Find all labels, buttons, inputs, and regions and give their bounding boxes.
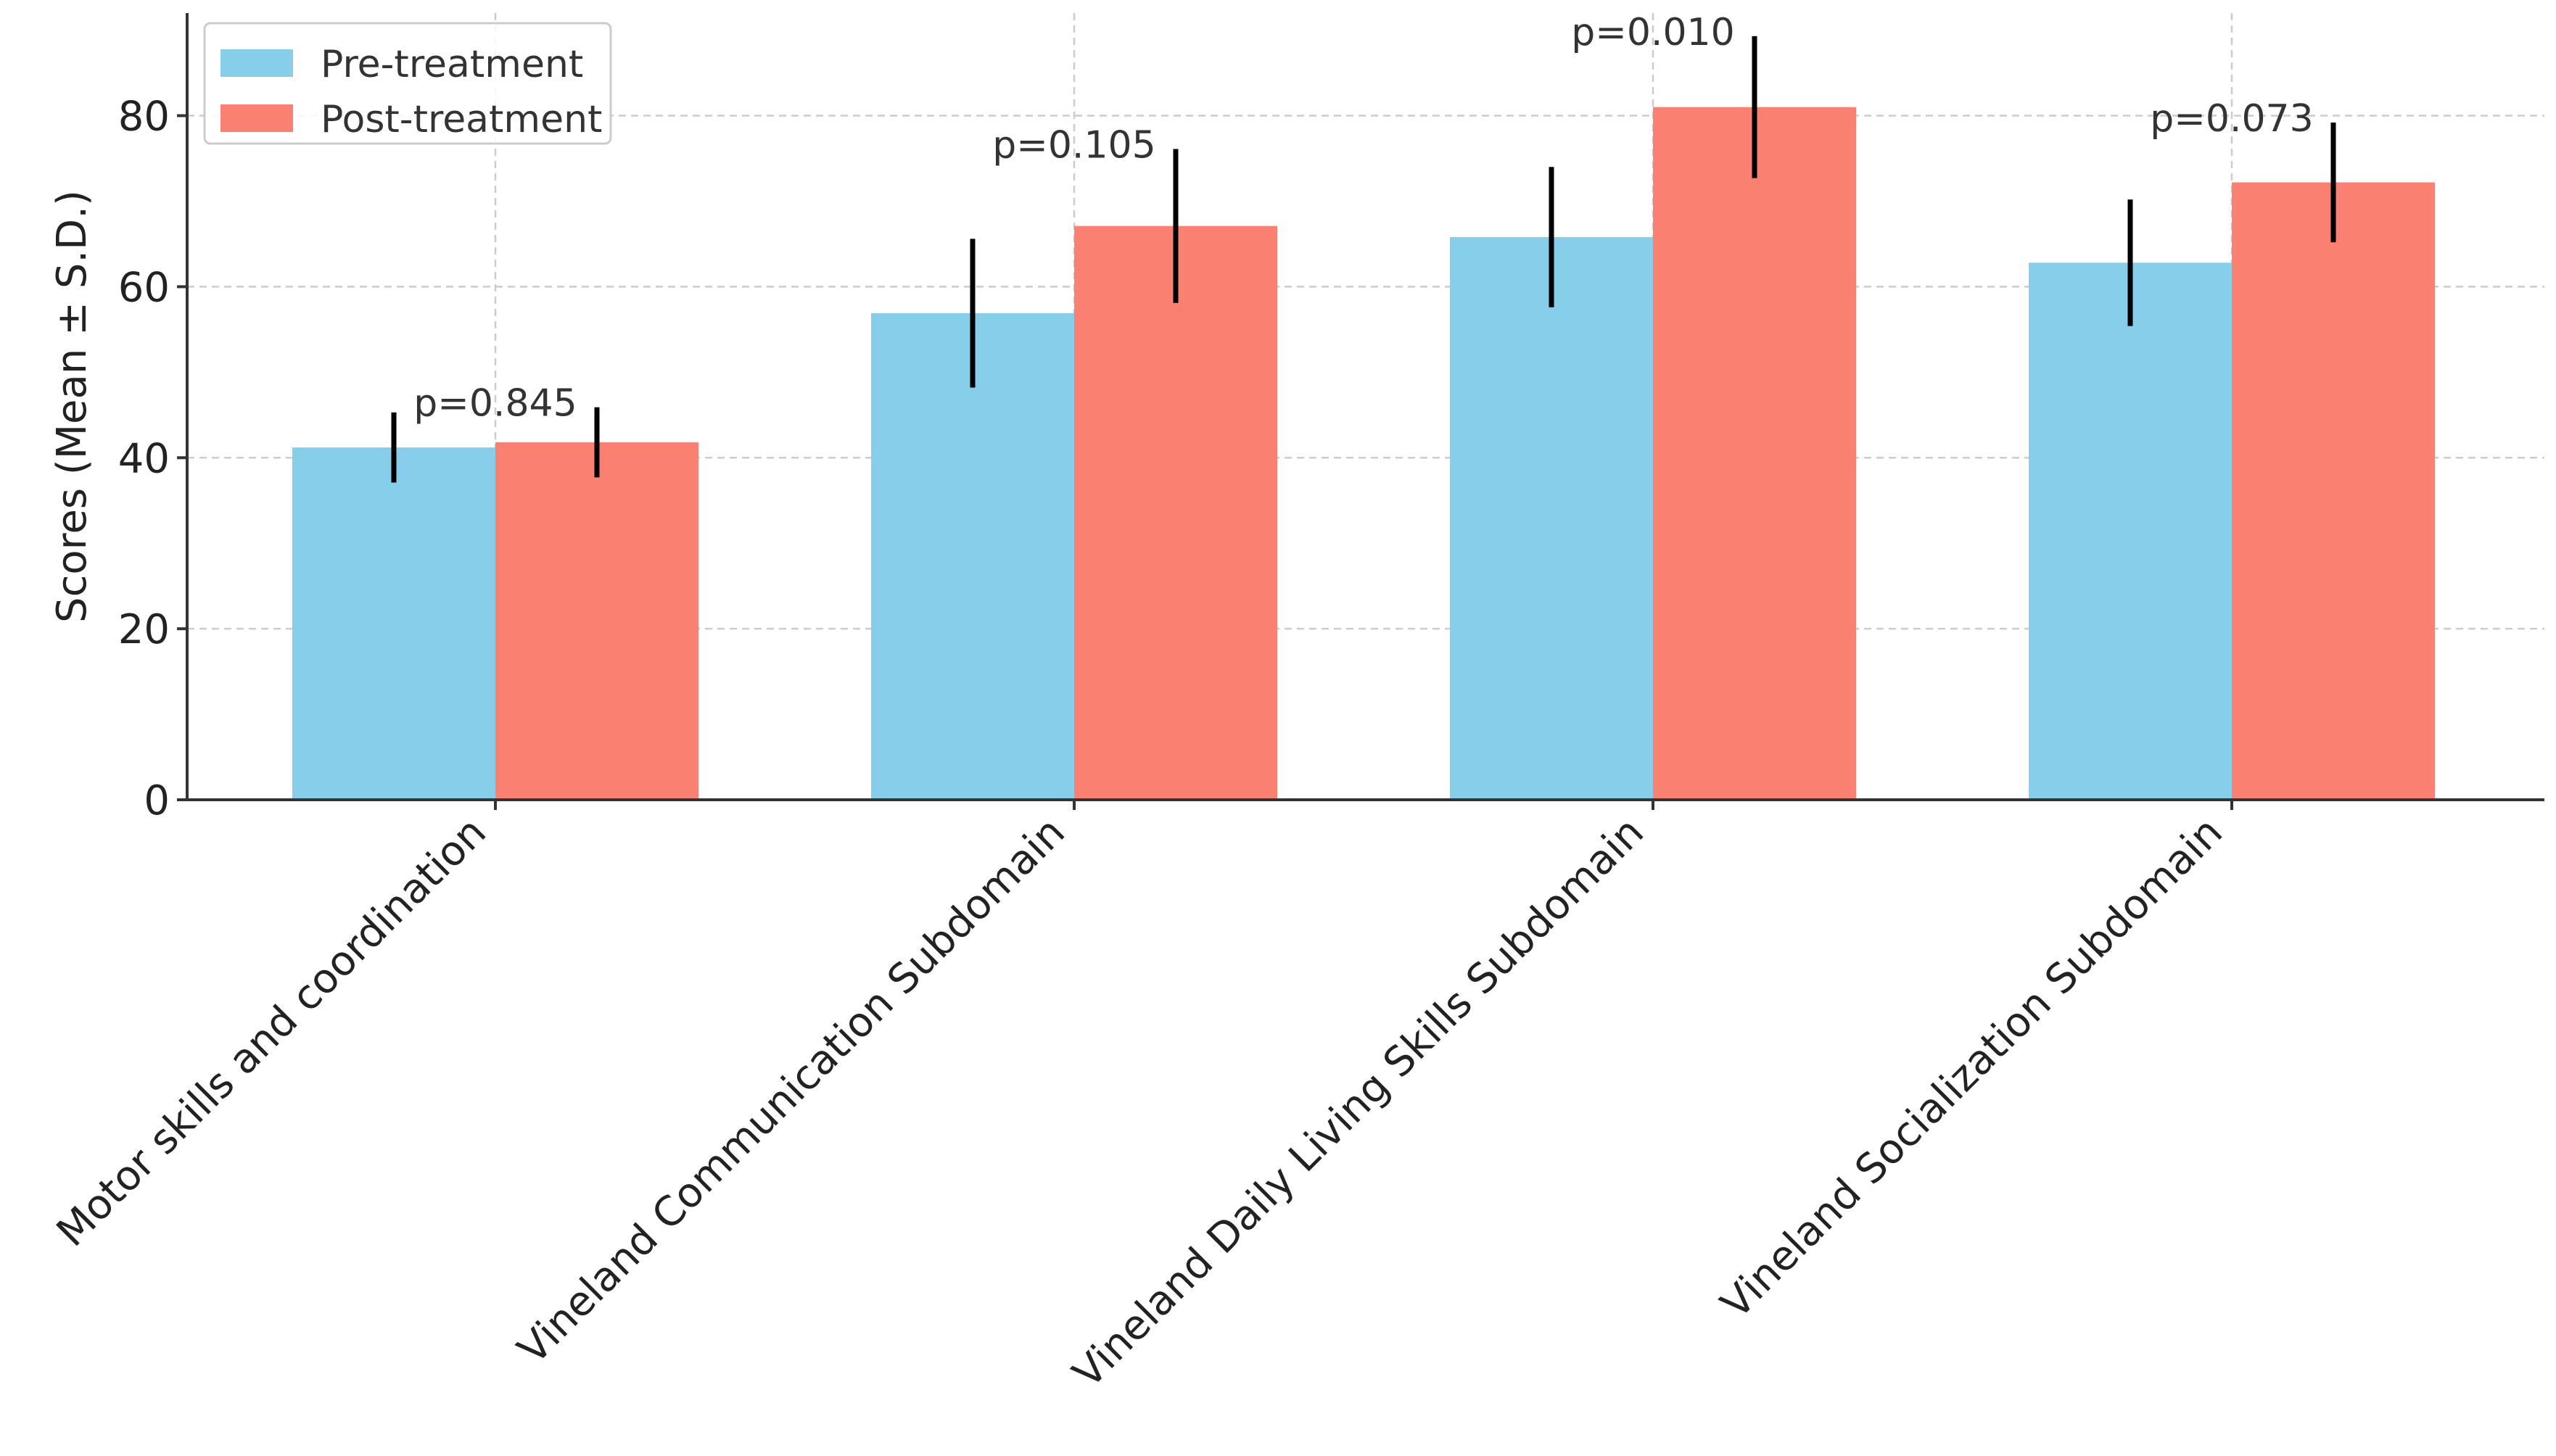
y-tick-label: 0	[144, 777, 170, 824]
pre-treatment-bar	[292, 447, 495, 800]
x-tick-label: Vineland Socialization Subdomain	[1712, 808, 2232, 1328]
p-value-label: p=0.010	[1571, 11, 1734, 54]
labels: p=0.845 p=0.105 p=0.010 p=0.073	[413, 11, 2313, 426]
y-tick-label: 20	[118, 606, 170, 653]
y-tick-label: 60	[118, 264, 170, 311]
y-axis-title: Scores (Mean ± S.D.)	[49, 190, 96, 623]
legend: Pre-treatment Post-treatment	[203, 22, 612, 145]
y-tick-label: 80	[118, 94, 170, 141]
bars	[292, 107, 2435, 801]
p-value-label: p=0.105	[992, 124, 1155, 167]
pre-treatment-bar	[1450, 236, 1653, 800]
legend-label: Post-treatment	[321, 98, 602, 141]
p-value-label: p=0.845	[413, 382, 577, 426]
pre-treatment-bar	[2029, 262, 2232, 800]
legend-swatch	[220, 104, 293, 132]
pre-treatment-bar	[871, 313, 1074, 801]
legend-swatch	[220, 49, 293, 77]
x-tick-label: Vineland Communication Subdomain	[509, 808, 1074, 1373]
legend-box	[203, 22, 612, 145]
post-treatment-bar	[2232, 182, 2435, 800]
y-tick-label: 40	[118, 435, 170, 482]
error-bars	[391, 36, 2336, 483]
legend-label: Pre-treatment	[321, 43, 583, 86]
post-treatment-bar	[1074, 226, 1277, 801]
x-tick-label: Motor skills and coordination	[48, 808, 495, 1256]
x-tick-label: Vineland Daily Living Skills Subdomain	[1064, 808, 1653, 1397]
post-treatment-bar	[495, 442, 698, 800]
post-treatment-bar	[1653, 107, 1856, 800]
p-value-label: p=0.073	[2150, 97, 2313, 141]
